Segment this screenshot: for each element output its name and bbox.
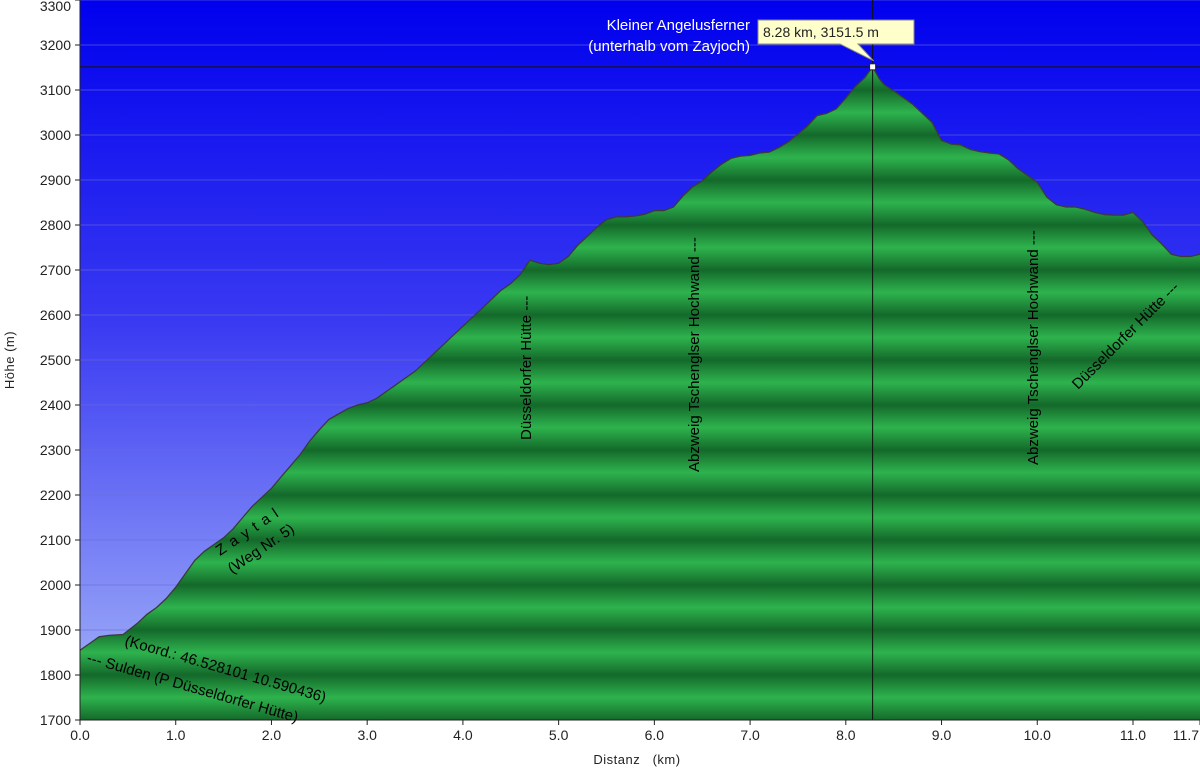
y-tick-label: 2900: [40, 172, 71, 188]
value-tooltip: 8.28 km, 3151.5 m: [757, 19, 915, 62]
y-tick-label: 3000: [40, 127, 71, 143]
terrain-band: [80, 630, 1200, 675]
terrain-band: [80, 585, 1200, 630]
x-tick-label: 4.0: [453, 727, 473, 743]
x-axis-title: Distanz (km): [593, 752, 680, 767]
x-tick-label: 6.0: [645, 727, 665, 743]
annotation-abzweig-2: Abzweig Tschenglser Hochwand ---: [1025, 230, 1042, 465]
x-tick-label: 0.0: [70, 727, 90, 743]
annotation-duesseldorfer-huette-1: Düsseldorfer Hütte ---: [518, 296, 535, 440]
y-tick-label: 1700: [40, 712, 71, 728]
x-tick-label: 9.0: [932, 727, 952, 743]
y-tick-label: 2000: [40, 577, 71, 593]
x-tick-label: 8.0: [836, 727, 856, 743]
y-tick-label: 2400: [40, 397, 71, 413]
terrain-band: [80, 540, 1200, 585]
tooltip-text: 8.28 km, 3151.5 m: [763, 24, 879, 40]
y-axis-title: Höhe (m): [2, 331, 17, 389]
y-tick-label: 3100: [40, 82, 71, 98]
tooltip-bubble: [757, 19, 915, 62]
y-tick-label: 2300: [40, 442, 71, 458]
x-axis-ticks: 0.0 1.0 2.0 3.0 4.0 5.0 6.0 7.0 8.0 9.0 10.0 11.0 11…: [70, 720, 1200, 743]
x-tick-label: 2.0: [262, 727, 282, 743]
y-tick-label: 1900: [40, 622, 71, 638]
y-tick-label: 2100: [40, 532, 71, 548]
peak-marker[interactable]: [869, 63, 877, 71]
y-tick-label: 3300: [40, 0, 71, 14]
y-tick-label: 3200: [40, 37, 71, 53]
y-tick-label: 2500: [40, 352, 71, 368]
annotation-abzweig-1: Abzweig Tschenglser Hochwand ---: [686, 237, 703, 472]
y-tick-label: 2700: [40, 262, 71, 278]
y-tick-label: 1800: [40, 667, 71, 683]
x-tick-label: 5.0: [549, 727, 569, 743]
elevation-line: [79, 65, 1200, 651]
y-tick-label: 2800: [40, 217, 71, 233]
x-tick-label: 11.7: [1173, 727, 1199, 743]
terrain-band: [80, 675, 1200, 720]
terrain-band: [80, 495, 1200, 540]
peak-name-line2: (unterhalb vom Zayjoch): [588, 38, 750, 55]
y-tick-label: 2600: [40, 307, 71, 323]
y-axis-ticks: 1700 1800 1900 2000 2100 2200 2300 2400 2500 2600…: [40, 0, 80, 728]
x-tick-label: 1.0: [166, 727, 186, 743]
x-tick-label: 3.0: [357, 727, 377, 743]
x-tick-label: 10.0: [1024, 727, 1051, 743]
x-tick-label: 11.0: [1120, 727, 1146, 743]
y-tick-label: 2200: [40, 487, 71, 503]
peak-name-line1: Kleiner Angelusferner: [607, 17, 750, 34]
x-tick-label: 7.0: [740, 727, 760, 743]
